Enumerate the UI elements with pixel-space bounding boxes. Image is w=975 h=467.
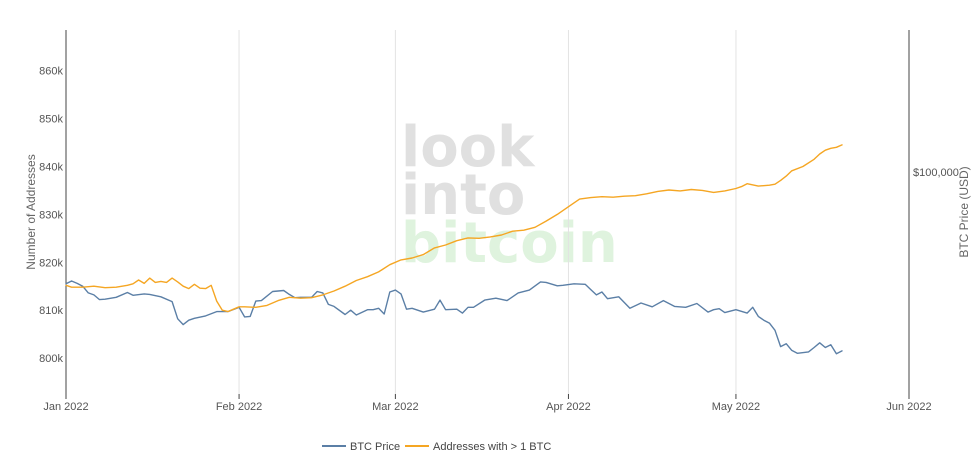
right-y-ticks: $100,000 — [913, 167, 959, 179]
x-tick-label: May 2022 — [712, 401, 760, 413]
left-y-ticks: 800k 810k 820k 830k 840k 850k 860k — [39, 66, 63, 365]
left-y-tick-label: 850k — [39, 114, 63, 126]
right-y-axis-title: BTC Price (USD) — [957, 166, 971, 257]
x-tick-label: Jan 2022 — [43, 401, 88, 413]
legend-label-addresses: Addresses with > 1 BTC — [433, 441, 551, 453]
left-y-tick-label: 830k — [39, 209, 63, 221]
x-tick-label: Mar 2022 — [372, 401, 418, 413]
series-layer — [65, 144, 843, 355]
x-tick-label: Jun 2022 — [886, 401, 931, 413]
series-line-addresses — [65, 144, 843, 313]
left-y-tick-label: 820k — [39, 257, 63, 269]
watermark: look into bitcoin — [401, 115, 618, 276]
legend-label-btc-price: BTC Price — [350, 441, 400, 453]
x-tick-label: Apr 2022 — [546, 401, 591, 413]
legend: BTC Price Addresses with > 1 BTC — [322, 441, 551, 453]
gridlines — [238, 30, 737, 394]
watermark-line-1: look — [401, 115, 536, 180]
right-y-tick-label: $100,000 — [913, 167, 959, 179]
legend-item-btc-price[interactable]: BTC Price — [322, 441, 400, 453]
watermark-line-2: into — [401, 163, 525, 228]
legend-item-addresses[interactable]: Addresses with > 1 BTC — [405, 441, 551, 453]
left-y-axis-title: Number of Addresses — [24, 154, 38, 269]
series-line-btc-price — [65, 280, 843, 355]
left-y-tick-label: 860k — [39, 66, 63, 78]
x-tick-label: Feb 2022 — [216, 401, 262, 413]
left-y-tick-label: 810k — [39, 305, 63, 317]
left-y-tick-label: 800k — [39, 353, 63, 365]
watermark-line-3: bitcoin — [401, 211, 618, 276]
x-ticks: Jan 2022 Feb 2022 Mar 2022 Apr 2022 May 2022… — [43, 394, 932, 413]
left-y-tick-label: 840k — [39, 162, 63, 174]
